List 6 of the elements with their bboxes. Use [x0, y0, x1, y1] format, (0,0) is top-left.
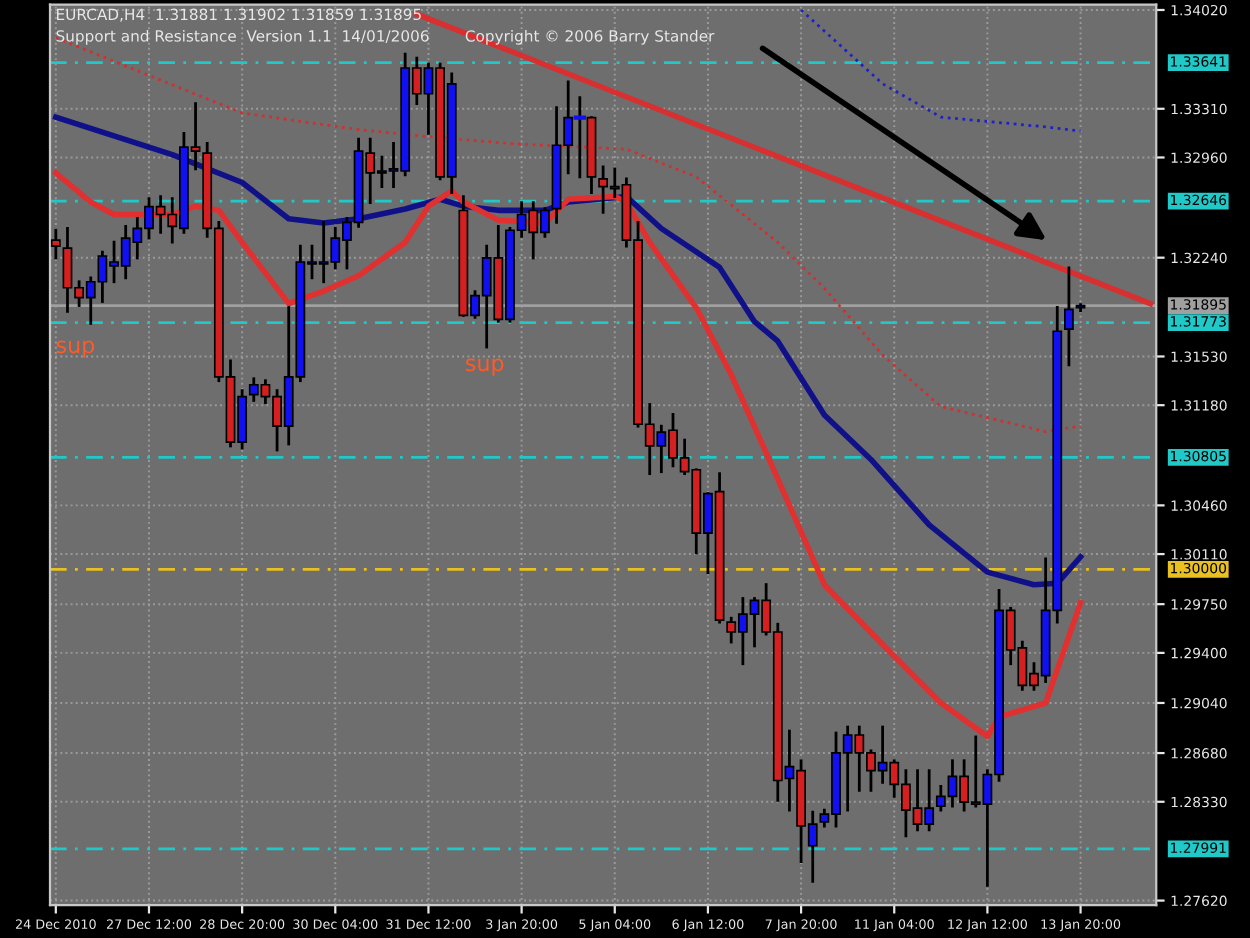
annotation: sup: [466, 358, 504, 376]
line-series: [53, 170, 1084, 740]
annotation: sup: [56, 340, 95, 358]
candlestick: [50, 228, 61, 260]
candlestick: [1064, 266, 1074, 367]
line-series: [799, 8, 1082, 133]
